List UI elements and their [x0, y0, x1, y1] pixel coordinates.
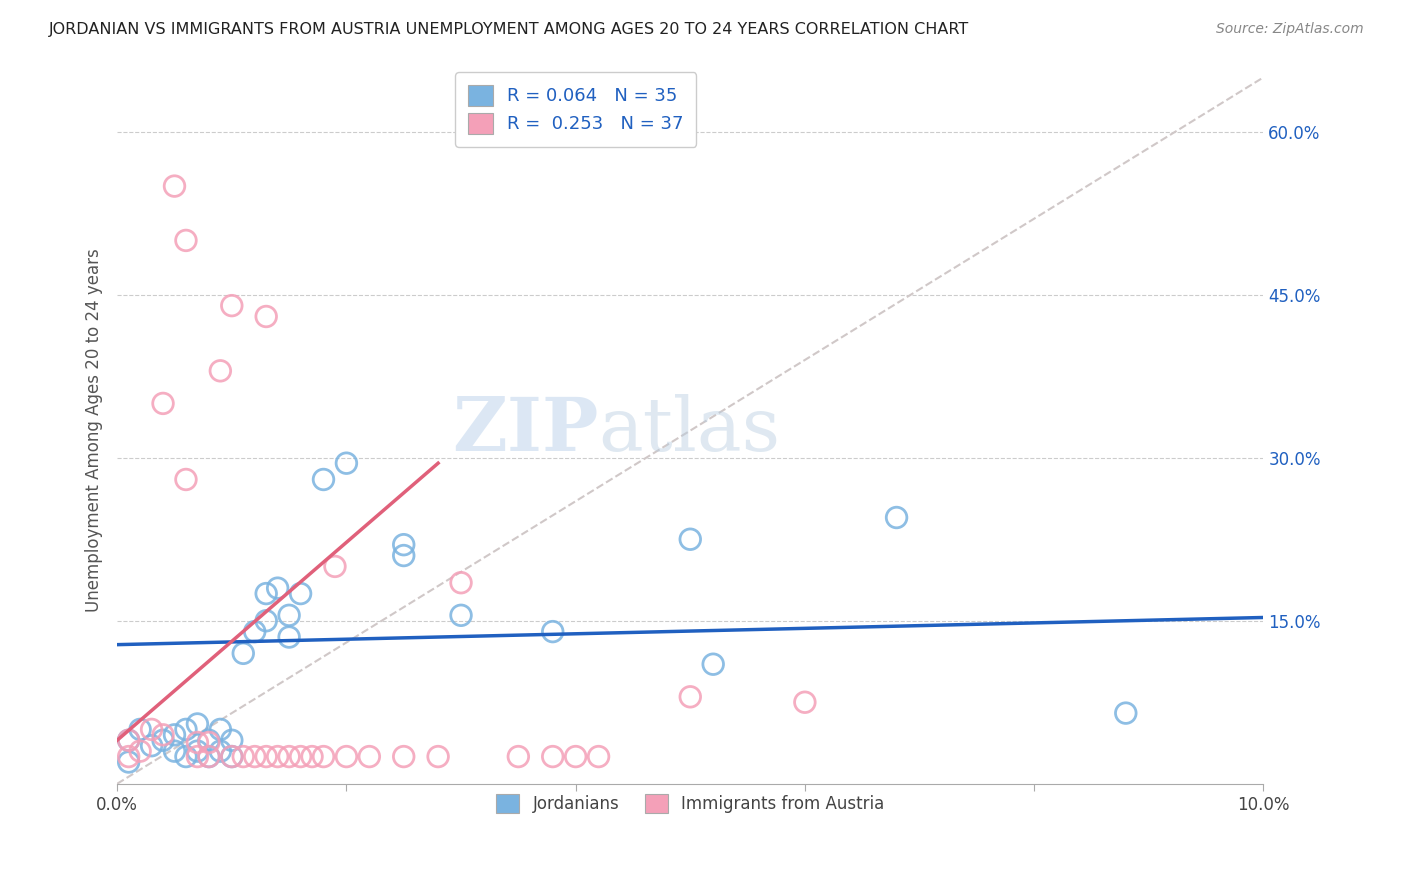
Point — [152, 396, 174, 410]
Text: JORDANIAN VS IMMIGRANTS FROM AUSTRIA UNEMPLOYMENT AMONG AGES 20 TO 24 YEARS CORR: JORDANIAN VS IMMIGRANTS FROM AUSTRIA UNE… — [49, 22, 970, 37]
Point — [118, 733, 141, 747]
Point — [793, 695, 815, 709]
Point — [232, 749, 254, 764]
Point — [118, 733, 141, 747]
Point — [152, 733, 174, 747]
Point — [359, 749, 381, 764]
Point — [312, 749, 335, 764]
Point — [186, 744, 208, 758]
Point — [679, 533, 702, 547]
Point — [450, 575, 472, 590]
Point — [254, 310, 277, 324]
Legend: Jordanians, Immigrants from Austria: Jordanians, Immigrants from Austria — [485, 782, 896, 825]
Point — [254, 586, 277, 600]
Point — [541, 749, 564, 764]
Point — [174, 723, 197, 737]
Point — [221, 749, 243, 764]
Point — [174, 234, 197, 248]
Point — [254, 614, 277, 628]
Point — [541, 624, 564, 639]
Point — [278, 749, 301, 764]
Point — [198, 735, 221, 749]
Text: ZIP: ZIP — [453, 394, 599, 467]
Point — [312, 473, 335, 487]
Point — [129, 744, 152, 758]
Point — [198, 749, 221, 764]
Point — [163, 744, 186, 758]
Point — [232, 646, 254, 660]
Point — [118, 755, 141, 769]
Point — [209, 744, 232, 758]
Text: atlas: atlas — [599, 394, 780, 467]
Point — [392, 549, 415, 563]
Point — [508, 749, 530, 764]
Point — [186, 735, 208, 749]
Point — [266, 749, 288, 764]
Point — [221, 733, 243, 747]
Point — [679, 690, 702, 704]
Point — [174, 749, 197, 764]
Point — [266, 581, 288, 595]
Point — [152, 728, 174, 742]
Point — [290, 749, 312, 764]
Point — [392, 749, 415, 764]
Point — [1115, 706, 1137, 720]
Point — [254, 749, 277, 764]
Point — [209, 364, 232, 378]
Point — [186, 717, 208, 731]
Point — [335, 749, 357, 764]
Point — [278, 630, 301, 644]
Point — [335, 456, 357, 470]
Point — [141, 739, 163, 753]
Point — [301, 749, 323, 764]
Point — [174, 473, 197, 487]
Point — [392, 538, 415, 552]
Point — [163, 728, 186, 742]
Point — [290, 586, 312, 600]
Point — [323, 559, 346, 574]
Point — [198, 733, 221, 747]
Point — [198, 749, 221, 764]
Point — [186, 749, 208, 764]
Point — [243, 749, 266, 764]
Point — [209, 723, 232, 737]
Point — [163, 179, 186, 194]
Point — [243, 624, 266, 639]
Point — [588, 749, 610, 764]
Point — [427, 749, 450, 764]
Point — [278, 608, 301, 623]
Point — [221, 299, 243, 313]
Point — [564, 749, 586, 764]
Point — [702, 657, 724, 672]
Point — [129, 723, 152, 737]
Point — [886, 510, 908, 524]
Point — [221, 749, 243, 764]
Text: Source: ZipAtlas.com: Source: ZipAtlas.com — [1216, 22, 1364, 37]
Y-axis label: Unemployment Among Ages 20 to 24 years: Unemployment Among Ages 20 to 24 years — [86, 249, 103, 613]
Point — [118, 749, 141, 764]
Point — [141, 723, 163, 737]
Point — [450, 608, 472, 623]
